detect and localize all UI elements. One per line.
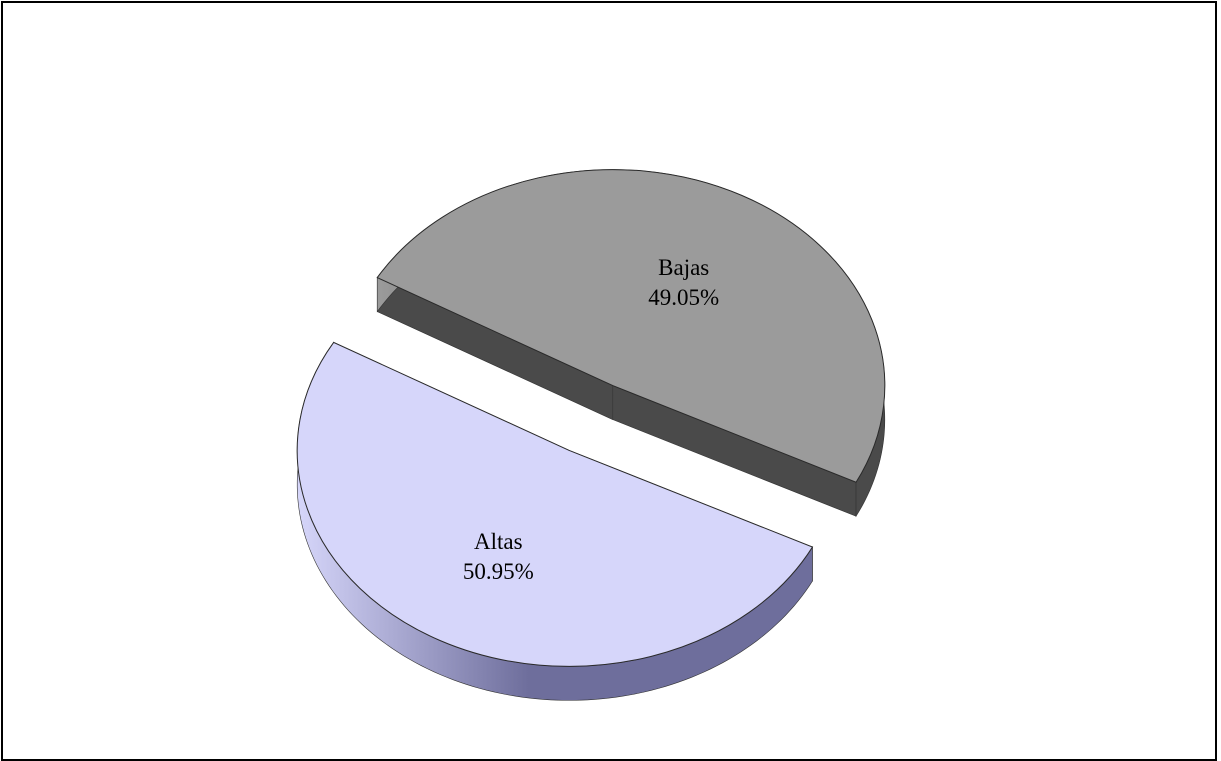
pie-chart: Bajas 49.05% Altas 50.95% (296, 169, 886, 701)
slice-label-percent: 49.05% (648, 285, 719, 310)
pie-slice-altas: Altas 50.95% (296, 341, 814, 701)
slice-label-name: Bajas (658, 255, 709, 280)
pie-slice-top (376, 169, 886, 483)
slice-label-name: Altas (474, 529, 523, 554)
pie-slice-bajas: Bajas 49.05% (376, 169, 886, 518)
slice-label-percent: 50.95% (463, 559, 534, 584)
pie-slice-top (296, 341, 814, 667)
